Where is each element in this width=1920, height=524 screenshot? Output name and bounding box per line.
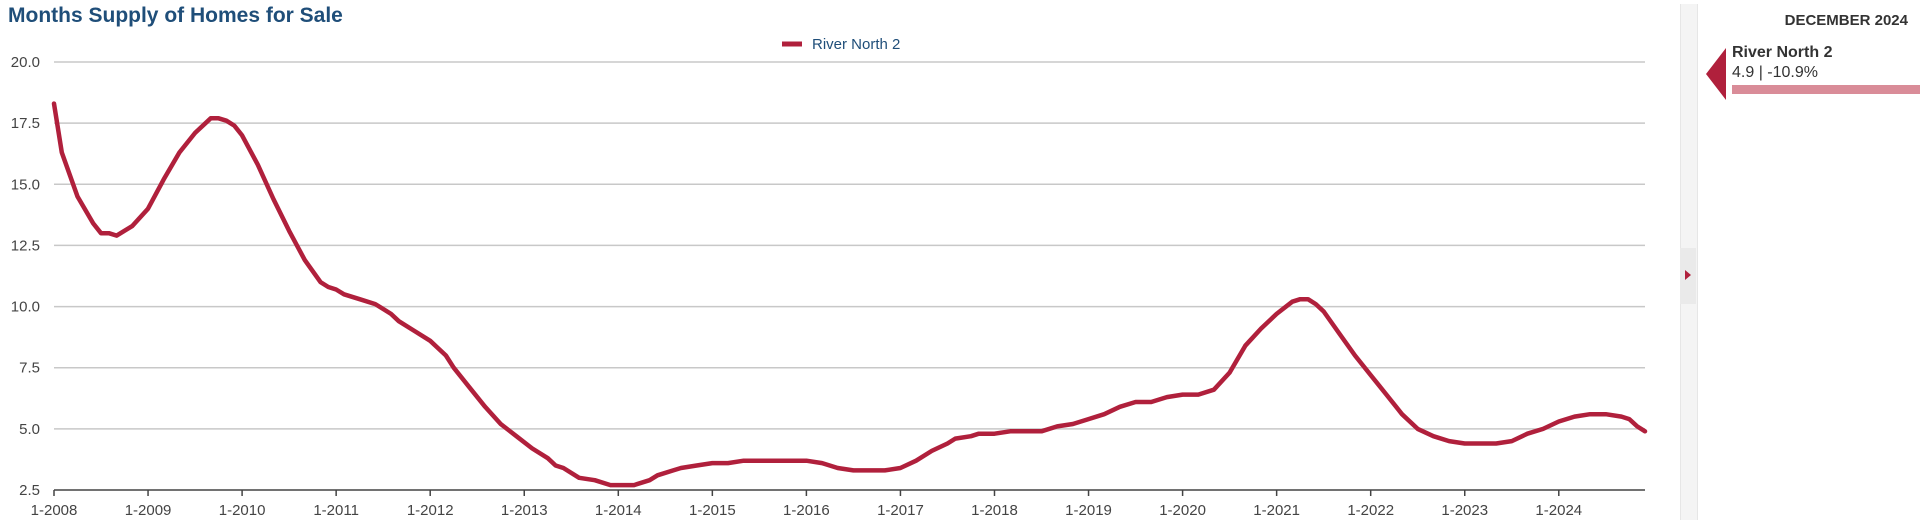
x-tick-label: 1-2023 (1441, 502, 1488, 519)
triangle-pointer-icon (1706, 48, 1726, 100)
x-tick-label: 1-2024 (1535, 502, 1582, 519)
y-axis: 2.5 5.0 7.5 10.0 12.5 15.0 17.5 20.0 (11, 54, 40, 499)
legend-label: River North 2 (812, 36, 900, 53)
x-tick-label: 1-2021 (1253, 502, 1300, 519)
chart-title: Months Supply of Homes for Sale (8, 4, 343, 27)
series-marker-card[interactable]: River North 2 4.9 | -10.9% (1700, 40, 1920, 100)
collapse-panel-handle[interactable] (1680, 248, 1696, 304)
gridlines (54, 61, 1645, 430)
x-tick-label: 1-2016 (783, 502, 830, 519)
side-panel: DECEMBER 2024 River North 2 4.9 | -10.9% (1700, 0, 1920, 524)
x-tick-label: 1-2020 (1159, 502, 1206, 519)
y-tick-label: 10.0 (11, 299, 40, 316)
y-tick-label: 15.0 (11, 176, 40, 193)
x-axis: 1-2008 1-2009 1-2010 1-2011 1-2012 1-2013 1-20… (31, 489, 1645, 519)
y-tick-label: 5.0 (19, 421, 40, 438)
marker-value: 4.9 | -10.9% (1732, 64, 1818, 81)
y-tick-label: 17.5 (11, 115, 40, 132)
x-tick-label: 1-2010 (219, 502, 266, 519)
x-tick-label: 1-2022 (1347, 502, 1394, 519)
x-tick-label: 1-2018 (971, 502, 1018, 519)
x-tick-label: 1-2014 (595, 502, 642, 519)
marker-value-bar (1732, 85, 1920, 94)
series-line (51, 101, 1648, 488)
x-tick-label: 1-2019 (1065, 502, 1112, 519)
panel-date-label: DECEMBER 2024 (1784, 12, 1908, 29)
x-tick-label: 1-2013 (501, 502, 548, 519)
x-tick-label: 1-2009 (125, 502, 172, 519)
x-tick-label: 1-2012 (407, 502, 454, 519)
legend[interactable]: River North 2 (782, 36, 900, 53)
x-tick-label: 1-2008 (31, 502, 78, 519)
y-tick-label: 12.5 (11, 237, 40, 254)
x-tick-label: 1-2017 (877, 502, 924, 519)
y-tick-label: 7.5 (19, 360, 40, 377)
y-tick-label: 20.0 (11, 54, 40, 71)
marker-series-name: River North 2 (1732, 44, 1833, 61)
series-layer (51, 101, 1648, 488)
caret-right-icon (1685, 270, 1691, 280)
line-chart: 2.55.07.510.012.515.017.520.0 1-2008 1-20… (11, 36, 1648, 519)
x-tick-label: 1-2011 (313, 502, 359, 519)
y-tick-label: 2.5 (19, 482, 40, 499)
x-tick-label: 1-2015 (689, 502, 736, 519)
